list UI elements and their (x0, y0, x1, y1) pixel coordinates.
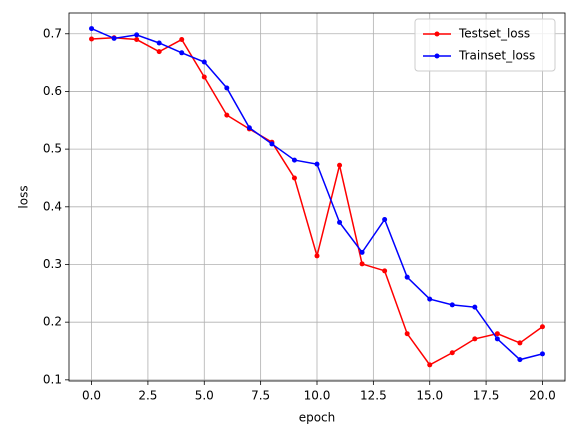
point (382, 268, 388, 274)
point (179, 50, 185, 56)
point (337, 219, 343, 225)
x-tick-label: 15.0 (416, 389, 443, 403)
point (472, 304, 478, 310)
point (314, 161, 320, 167)
y-tick-label: 0.4 (43, 199, 62, 213)
point (291, 175, 297, 181)
x-tick-label: 12.5 (360, 389, 387, 403)
y-tick-label: 0.5 (43, 142, 62, 156)
x-axis-label: epoch (299, 411, 336, 425)
point (269, 141, 275, 147)
point (337, 162, 343, 168)
x-tick-label: 10.0 (304, 389, 331, 403)
point (494, 331, 500, 337)
point (111, 35, 117, 41)
y-tick-label: 0.2 (43, 315, 62, 329)
y-tick-label: 0.3 (43, 257, 62, 271)
plot (89, 26, 545, 368)
point (517, 340, 523, 346)
legend-box (414, 18, 556, 72)
point (382, 216, 388, 222)
point (539, 351, 545, 357)
point (359, 261, 365, 267)
legend-marker (434, 31, 440, 37)
point (404, 274, 410, 280)
y-axis-label: loss (17, 185, 31, 208)
y-tick-label: 0.6 (43, 84, 62, 98)
point (359, 249, 365, 255)
x-tick-label: 5.0 (195, 389, 214, 403)
point (494, 336, 500, 342)
point (539, 324, 545, 330)
point (427, 296, 433, 302)
point (156, 49, 162, 55)
point (291, 157, 297, 163)
point (156, 40, 162, 46)
point (404, 331, 410, 337)
legend: Testset_loss Trainset_loss (414, 18, 556, 72)
legend-label: Trainset_loss (458, 49, 535, 63)
point (134, 32, 140, 38)
point (201, 59, 207, 65)
y-tick-label: 0.1 (43, 372, 62, 386)
x-tick-label: 17.5 (473, 389, 500, 403)
point (246, 125, 252, 131)
x-tick-label: 2.5 (138, 389, 157, 403)
point (517, 357, 523, 363)
x-tick-label: 0.0 (82, 389, 101, 403)
point (314, 253, 320, 259)
grid (69, 13, 565, 381)
point (427, 362, 433, 368)
y-tick-label: 0.7 (43, 26, 62, 40)
point (224, 85, 230, 91)
point (134, 37, 140, 43)
point (89, 36, 95, 42)
point (449, 302, 455, 308)
x-tick-label: 7.5 (251, 389, 270, 403)
point (179, 37, 185, 43)
point (201, 74, 207, 80)
point (472, 336, 478, 342)
x-tick-label: 20.0 (529, 389, 556, 403)
point (89, 26, 95, 32)
legend-label: Testset_loss (458, 27, 530, 41)
legend-marker (434, 53, 440, 59)
point (449, 350, 455, 356)
point (224, 112, 230, 118)
